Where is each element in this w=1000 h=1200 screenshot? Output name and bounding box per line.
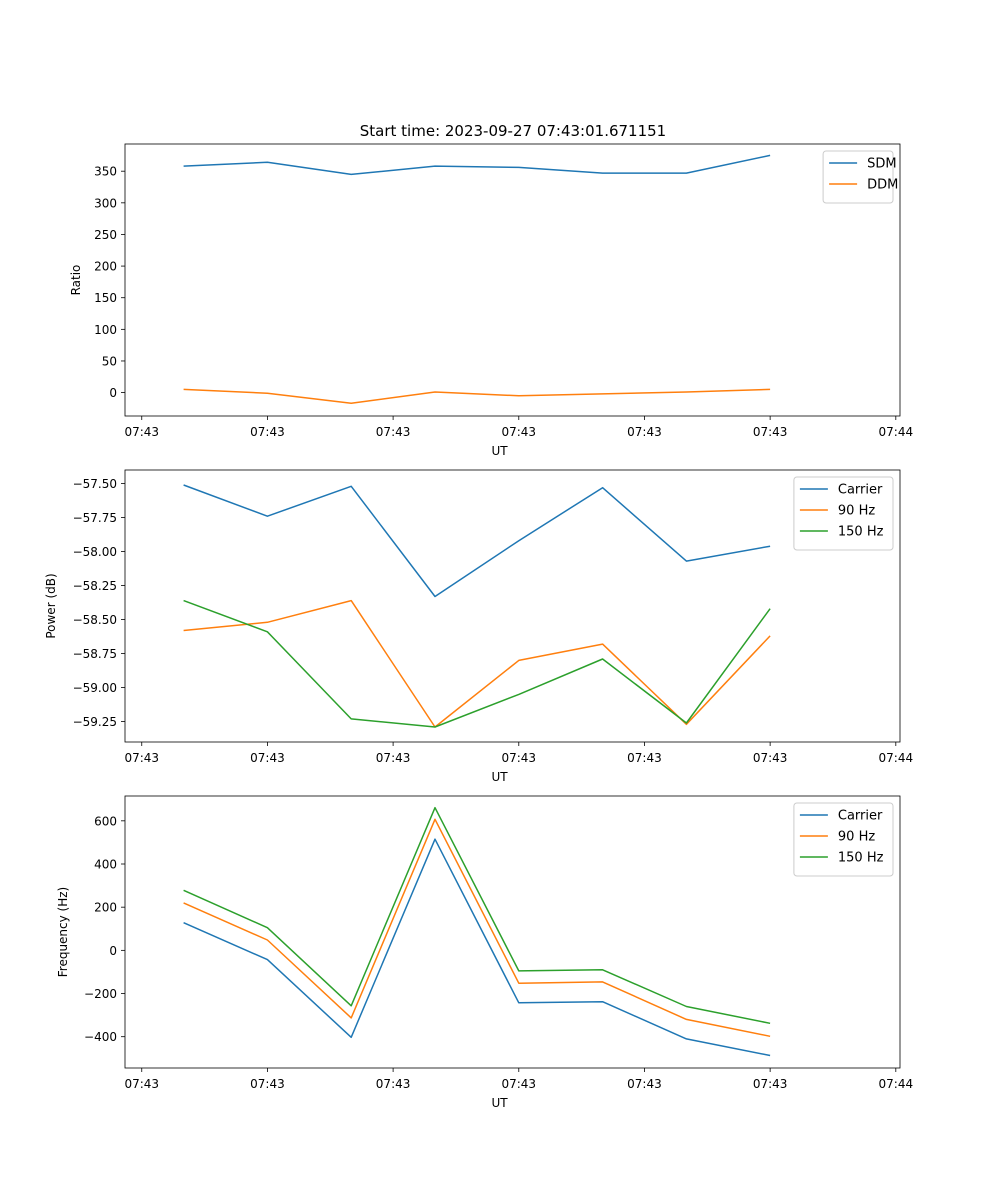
x-tick-label: 07:43: [627, 1077, 662, 1091]
y-axis-label: Frequency (Hz): [56, 887, 70, 978]
x-tick-label: 07:44: [879, 1077, 914, 1091]
legend: SDM DDM: [822, 150, 898, 204]
x-tick-label: 07:44: [879, 751, 914, 765]
legend-label: 150 Hz: [838, 851, 884, 866]
legend-label: Carrier: [838, 809, 883, 824]
x-tick-label: 07:44: [879, 425, 914, 439]
axes-frame: [124, 143, 901, 417]
series-line-sdm: [183, 154, 771, 176]
x-tick-label: 07:43: [501, 751, 536, 765]
x-tick-label: 07:43: [376, 751, 411, 765]
x-tick-label: 07:43: [124, 1077, 159, 1091]
y-tick-label: 200: [94, 260, 117, 274]
y-tick-label: −57.50: [73, 477, 117, 491]
series-line-150-hz: [183, 599, 771, 728]
legend-label: Carrier: [838, 483, 883, 498]
x-tick-label: 07:43: [753, 1077, 788, 1091]
series-line-ddm: [183, 388, 771, 405]
x-tick-label: 07:43: [627, 751, 662, 765]
x-tick-label: 07:43: [250, 425, 285, 439]
y-tick-label: 350: [94, 165, 117, 179]
legend: Carrier 90 Hz 150 Hz: [793, 476, 894, 551]
x-tick-label: 07:43: [376, 1077, 411, 1091]
y-tick-label: −59.25: [73, 715, 117, 729]
series-line-carrier: [183, 838, 771, 1057]
y-tick-label: −200: [84, 987, 117, 1001]
y-tick-label: 200: [94, 901, 117, 915]
y-tick-label: −59.00: [73, 681, 117, 695]
panels: 07:43 07:43 07:43 07:43 07:43 07:43 07:44 UT 0 50…: [44, 143, 914, 1110]
y-tick-label: −57.75: [73, 511, 117, 525]
y-tick-label: 150: [94, 291, 117, 305]
series-line-90-hz: [183, 599, 771, 728]
legend-label: DDM: [867, 178, 898, 193]
axes-frame: [124, 795, 901, 1069]
y-axis-label: Power (dB): [44, 573, 58, 638]
y-tick-label: −58.00: [73, 545, 117, 559]
y-tick-label: 50: [102, 354, 117, 368]
series-line-150-hz: [183, 806, 771, 1025]
series-line-carrier: [183, 484, 771, 598]
x-tick-label: 07:43: [753, 751, 788, 765]
x-tick-label: 07:43: [501, 1077, 536, 1091]
y-tick-label: 250: [94, 228, 117, 242]
y-tick-label: 100: [94, 323, 117, 337]
y-tick-label: −400: [84, 1030, 117, 1044]
panel-3: 07:43 07:43 07:43 07:43 07:43 07:43 07:44 UT −40…: [56, 795, 914, 1110]
series-line-90-hz: [183, 818, 771, 1038]
legend-label: 90 Hz: [838, 830, 875, 845]
legend-box: [822, 150, 894, 204]
x-tick-label: 07:43: [250, 751, 285, 765]
y-tick-label: −58.50: [73, 613, 117, 627]
y-tick-label: −58.75: [73, 647, 117, 661]
y-tick-label: −58.25: [73, 579, 117, 593]
x-axis-label: UT: [491, 770, 508, 784]
figure-title: Start time: 2023-09-27 07:43:01.671151: [360, 122, 666, 140]
legend-label: SDM: [867, 157, 896, 172]
legend-label: 150 Hz: [838, 525, 884, 540]
legend-label: 90 Hz: [838, 504, 875, 519]
x-tick-label: 07:43: [753, 425, 788, 439]
x-tick-label: 07:43: [376, 425, 411, 439]
x-tick-label: 07:43: [124, 425, 159, 439]
y-tick-label: 0: [109, 386, 117, 400]
panel-2: 07:43 07:43 07:43 07:43 07:43 07:43 07:44 UT −57…: [44, 469, 914, 784]
x-tick-label: 07:43: [124, 751, 159, 765]
x-tick-label: 07:43: [501, 425, 536, 439]
y-tick-label: 0: [109, 944, 117, 958]
x-axis-label: UT: [491, 1096, 508, 1110]
axes-frame: [124, 469, 901, 743]
x-axis-label: UT: [491, 444, 508, 458]
x-tick-label: 07:43: [250, 1077, 285, 1091]
panel-1: 07:43 07:43 07:43 07:43 07:43 07:43 07:44 UT 0 50…: [69, 143, 914, 458]
y-tick-label: 400: [94, 858, 117, 872]
legend: Carrier 90 Hz 150 Hz: [793, 802, 894, 877]
y-tick-label: 300: [94, 196, 117, 210]
y-axis-label: Ratio: [69, 265, 83, 296]
x-tick-label: 07:43: [627, 425, 662, 439]
y-tick-label: 600: [94, 814, 117, 828]
